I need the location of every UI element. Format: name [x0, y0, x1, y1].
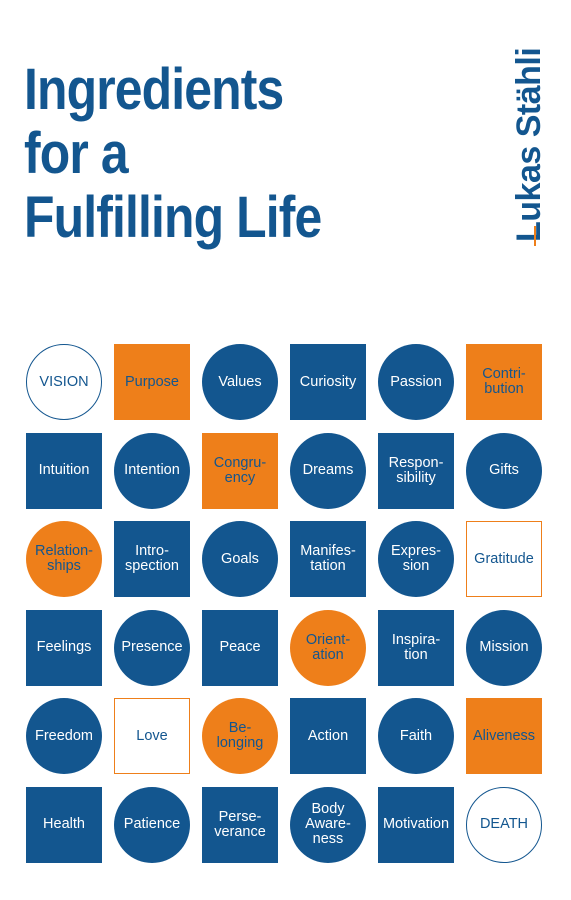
- circle-tile: Body Aware- ness: [290, 786, 366, 863]
- tile-label: Gratitude: [474, 550, 534, 567]
- square-tile: Love: [114, 698, 190, 774]
- square-tile: Contri- bution: [466, 344, 542, 420]
- square-tile: Intuition: [26, 432, 102, 509]
- author-block: Lukas Stähli: [508, 47, 550, 242]
- square-tile: Aliveness: [466, 698, 542, 774]
- tile-label: Intro- spection: [124, 543, 179, 574]
- tile-label: Expres- sion: [391, 543, 441, 574]
- square-tile: Feelings: [26, 609, 102, 686]
- tile-label: Aliveness: [472, 727, 536, 744]
- square-tile: Respon- sibility: [378, 432, 454, 509]
- tile-label: Gifts: [489, 462, 519, 478]
- square-tile: Peace: [202, 609, 278, 686]
- tile-label: Be- longing: [216, 720, 264, 751]
- circle-tile: Faith: [378, 698, 454, 774]
- circle-tile: DEATH: [466, 786, 542, 863]
- square-tile: Purpose: [114, 344, 190, 420]
- square-tile: Action: [290, 698, 366, 774]
- tile-label: Orient- ation: [305, 631, 351, 663]
- tile-label: Intention: [124, 462, 180, 478]
- tile-label: Freedom: [34, 727, 94, 744]
- tile-label: Purpose: [124, 373, 179, 390]
- circle-tile: Values: [202, 344, 278, 420]
- title-line: Fulfilling Life: [24, 185, 322, 250]
- square-tile: Curiosity: [290, 344, 366, 420]
- tile-label: Curiosity: [299, 373, 357, 390]
- title-line: Ingredients: [24, 57, 284, 122]
- circle-tile: Goals: [202, 521, 278, 597]
- tile-label: Goals: [221, 550, 259, 567]
- title-line: for a: [24, 121, 129, 186]
- circle-tile: Passion: [378, 344, 454, 420]
- square-tile: Gratitude: [466, 521, 542, 597]
- circle-tile: Relation- ships: [26, 521, 102, 597]
- tile-label: Motivation: [382, 816, 450, 832]
- tile-label: Dreams: [302, 462, 354, 478]
- circle-tile: Mission: [466, 609, 542, 686]
- tile-label: Passion: [390, 373, 442, 390]
- tile-label: Perse- verance: [214, 808, 266, 840]
- circle-tile: Be- longing: [202, 698, 278, 774]
- tile-label: Intuition: [38, 462, 90, 478]
- square-tile: Motivation: [378, 786, 454, 863]
- circle-tile: Freedom: [26, 698, 102, 774]
- square-tile: Intro- spection: [114, 521, 190, 597]
- tile-label: DEATH: [479, 816, 529, 832]
- circle-tile: VISION: [26, 344, 102, 420]
- tile-label: Action: [307, 727, 349, 744]
- tile-label: Relation- ships: [34, 543, 94, 574]
- square-tile: Congru- ency: [202, 432, 278, 509]
- tile-label: Presence: [121, 639, 183, 655]
- tile-label: Health: [43, 816, 85, 832]
- circle-tile: Intention: [114, 432, 190, 509]
- circle-tile: Gifts: [466, 432, 542, 509]
- tile-label: Manifes- tation: [300, 543, 356, 574]
- tile-label: Congru- ency: [213, 454, 267, 486]
- author-name: Lukas Stähli: [510, 47, 548, 242]
- circle-tile: Presence: [114, 609, 190, 686]
- circle-tile: Expres- sion: [378, 521, 454, 597]
- circle-tile: Patience: [114, 786, 190, 863]
- tile-label: Peace: [219, 639, 261, 655]
- tile-label: Body Aware- ness: [305, 801, 351, 847]
- author-accent-bar: [534, 226, 536, 246]
- square-tile: Inspira- tion: [378, 609, 454, 686]
- tile-label: Feelings: [36, 639, 92, 655]
- tile-label: Love: [136, 727, 168, 744]
- tile-label: Patience: [123, 816, 181, 832]
- tile-label: Respon- sibility: [388, 454, 444, 486]
- tile-label: VISION: [39, 373, 89, 390]
- tile-label: Mission: [479, 639, 529, 655]
- tile-label: Inspira- tion: [391, 631, 441, 663]
- tile-label: Contri- bution: [482, 366, 526, 397]
- tile-label: Values: [218, 373, 262, 390]
- circle-tile: Orient- ation: [290, 609, 366, 686]
- square-tile: Manifes- tation: [290, 521, 366, 597]
- circle-tile: Dreams: [290, 432, 366, 509]
- square-tile: Perse- verance: [202, 786, 278, 863]
- book-title: Ingredients for a Fulfilling Life: [24, 57, 322, 250]
- tile-label: Faith: [399, 727, 433, 744]
- ingredient-grid: VISION Purpose Values Curiosity Passion Contr…: [26, 344, 542, 863]
- square-tile: Health: [26, 786, 102, 863]
